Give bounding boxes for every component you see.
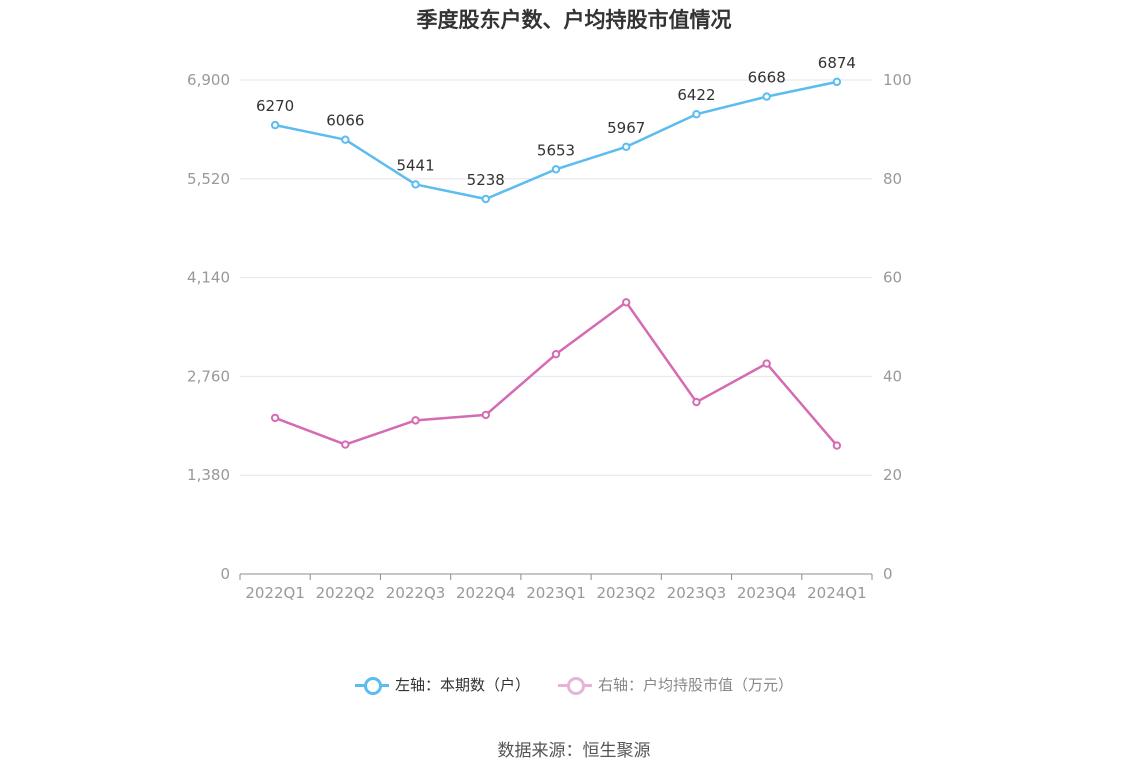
data-label: 6422 bbox=[677, 86, 715, 104]
data-point-right bbox=[832, 441, 842, 450]
data-point-left bbox=[692, 110, 701, 119]
y-left-tick-label: 1,380 bbox=[187, 466, 230, 484]
data-point-left bbox=[622, 142, 631, 151]
data-point-right bbox=[551, 349, 561, 359]
y-right-tick-label: 40 bbox=[883, 367, 902, 385]
data-point-left bbox=[411, 180, 420, 189]
data-point-left bbox=[832, 77, 842, 87]
y-left-tick-label: 2,760 bbox=[187, 367, 230, 385]
axes: 0 0 1,380 20 2,760 40 4,140 60 5,520 80 6,900 100 20… bbox=[187, 71, 912, 602]
y-right-tick-label: 100 bbox=[883, 71, 912, 89]
data-label: 6668 bbox=[748, 69, 786, 87]
data-label: 5653 bbox=[537, 141, 575, 159]
legend-item-right-axis[interactable]: 右轴：户均持股市值（万元） bbox=[558, 674, 793, 695]
y-left-tick-label: 6,900 bbox=[187, 71, 230, 89]
grid-lines bbox=[240, 79, 872, 476]
x-tick-label: 2023Q4 bbox=[737, 584, 797, 602]
y-left-tick-label: 5,520 bbox=[187, 170, 230, 188]
y-right-tick-label: 60 bbox=[883, 269, 902, 287]
data-point-right bbox=[481, 410, 490, 420]
x-tick-label: 2023Q3 bbox=[667, 584, 727, 602]
y-left-tick-label: 4,140 bbox=[187, 269, 230, 287]
x-tick-label: 2022Q4 bbox=[456, 584, 516, 602]
data-source: 数据来源：恒生聚源 bbox=[497, 741, 651, 761]
x-tick-label: 2024Q1 bbox=[807, 584, 867, 602]
legend-marker-icon bbox=[354, 675, 389, 695]
data-label: 5967 bbox=[607, 119, 645, 137]
x-tick-label: 2023Q1 bbox=[526, 584, 586, 602]
data-label: 6066 bbox=[326, 112, 364, 130]
legend-label: 右轴：户均持股市值（万元） bbox=[598, 676, 794, 694]
legend-item-left-axis[interactable]: 左轴：本期数（户） bbox=[354, 674, 530, 695]
data-label: 6874 bbox=[818, 54, 856, 72]
legend-marker-icon bbox=[558, 675, 592, 695]
x-tick-label: 2023Q2 bbox=[596, 584, 656, 602]
x-tick-label: 2022Q2 bbox=[316, 584, 376, 602]
y-right-tick-label: 80 bbox=[883, 170, 902, 188]
legend-label: 左轴：本期数（户） bbox=[394, 676, 530, 694]
data-point-right bbox=[692, 397, 701, 407]
chart-title: 季度股东户数、户均持股市值情况 bbox=[416, 8, 732, 32]
y-right-tick-label: 0 bbox=[883, 565, 893, 583]
data-point-left bbox=[481, 194, 490, 204]
y-right-tick-label: 20 bbox=[883, 466, 902, 484]
data-point-left bbox=[762, 92, 771, 101]
x-tick-label: 2022Q1 bbox=[245, 584, 305, 602]
data-point-left bbox=[341, 135, 350, 144]
data-label: 5238 bbox=[467, 171, 505, 189]
x-tick-label: 2022Q3 bbox=[386, 584, 446, 602]
data-label: 6270 bbox=[256, 97, 294, 115]
y-left-tick-label: 0 bbox=[220, 565, 230, 583]
series-line-right bbox=[274, 301, 838, 447]
data-point-right bbox=[341, 440, 350, 449]
data-point-right bbox=[762, 359, 771, 368]
data-label: 5441 bbox=[396, 156, 434, 174]
data-point-right bbox=[622, 298, 631, 307]
series-layer bbox=[270, 77, 842, 450]
data-point-right bbox=[270, 413, 280, 423]
data-labels: 6270 6066 5441 5238 5653 5967 6422 6668 6874 bbox=[256, 54, 856, 189]
legend: 左轴：本期数（户） 右轴：户均持股市值（万元） bbox=[0, 674, 1148, 695]
data-point-left bbox=[551, 165, 561, 174]
data-point-right bbox=[411, 416, 420, 425]
data-point-left bbox=[270, 120, 280, 130]
